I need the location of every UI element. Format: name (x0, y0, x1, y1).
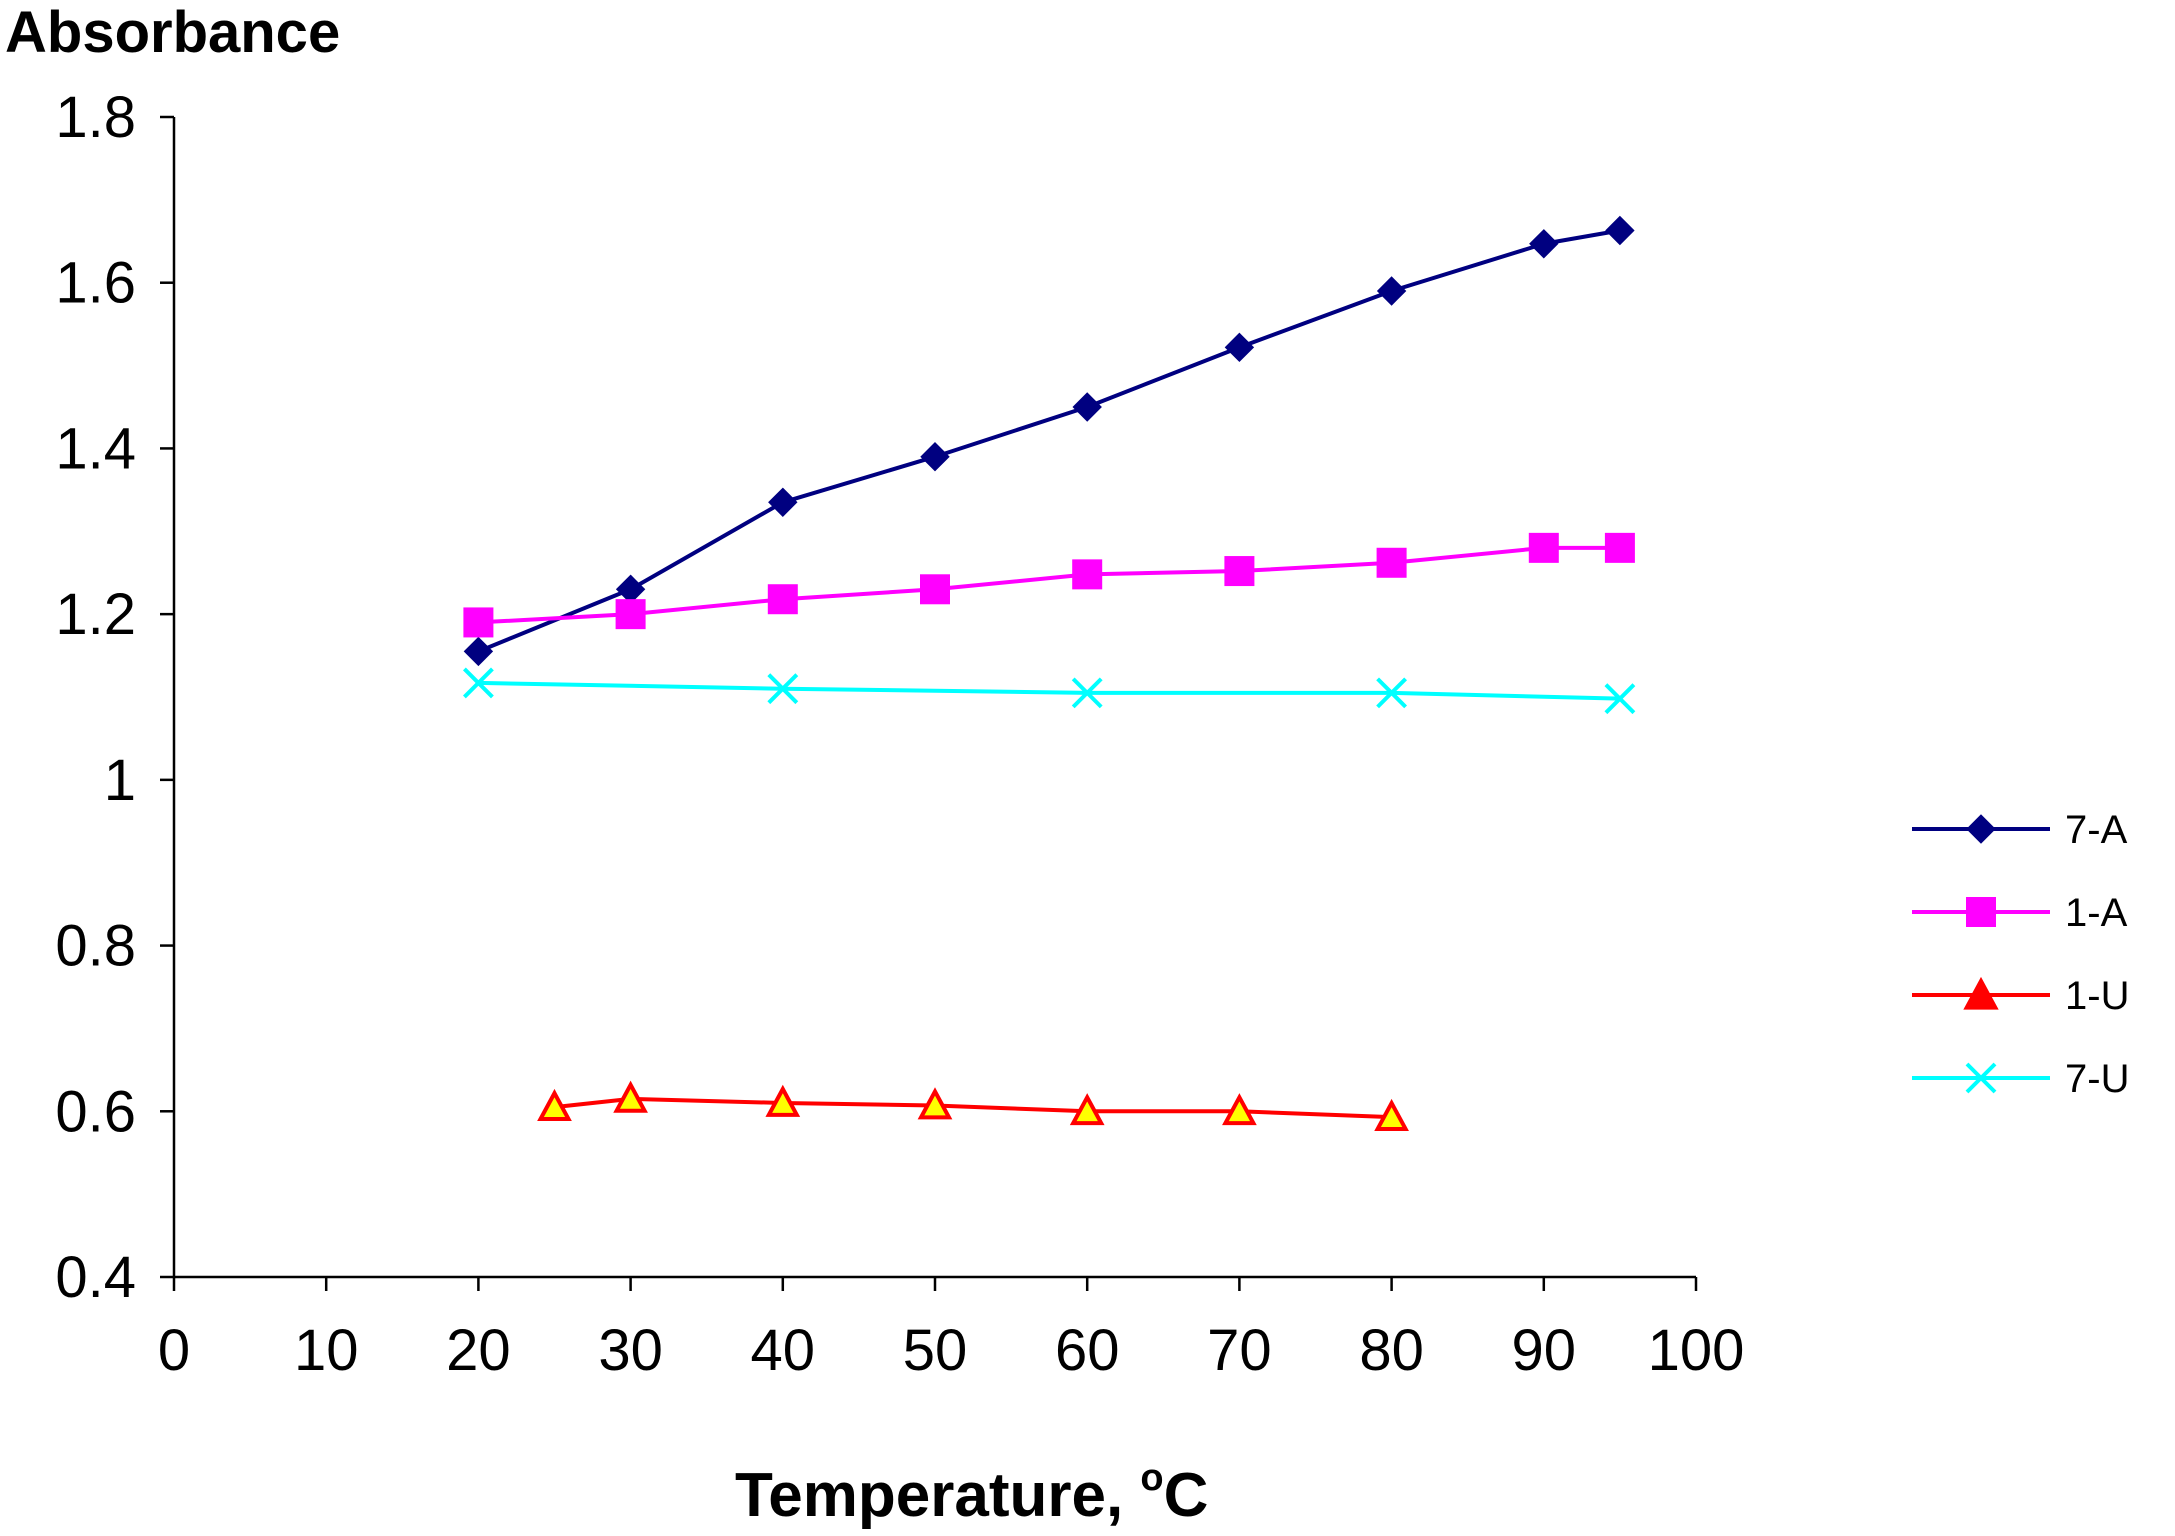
x-marker-stroke (1071, 677, 1103, 709)
legend-label: 1-U (2065, 974, 2129, 1018)
x-tick-label: 0 (158, 1318, 190, 1383)
series-1-A (463, 532, 1635, 638)
x-tick-label: 80 (1359, 1318, 1424, 1383)
data-point-1-A (1604, 532, 1635, 563)
y-tick-label: 1.4 (55, 416, 136, 481)
legend-marker (1963, 976, 1999, 1010)
x-tick-label: 20 (446, 1318, 511, 1383)
data-point-1-U (537, 1088, 572, 1122)
legend-item-7-U: 7-U (1912, 1057, 2129, 1101)
legend-item-1-A: 1-A (1912, 891, 2128, 935)
x-tick-label: 100 (1648, 1318, 1745, 1383)
x-axis-title-unit: C (1164, 1461, 1209, 1530)
data-point-7-A (1072, 392, 1102, 422)
data-point-7-U (1604, 683, 1636, 715)
data-point-1-U (613, 1080, 648, 1113)
x-tick-label: 50 (903, 1318, 968, 1383)
data-point-1-A (463, 607, 494, 638)
data-point-7-A (463, 636, 494, 667)
legend-marker (1966, 814, 1996, 844)
legend-item-7-A: 7-A (1912, 808, 2128, 852)
data-point-7-U (1071, 677, 1103, 709)
data-point-1-A (615, 599, 646, 630)
y-tick-label: 1.8 (55, 85, 136, 150)
axes (160, 115, 1698, 1291)
x-axis-title-degree: o (1140, 1457, 1163, 1499)
x-tick-label: 60 (1055, 1318, 1120, 1383)
series-line-1-A (478, 545, 1620, 625)
y-tick-label: 0.4 (55, 1245, 136, 1310)
data-point-1-U (917, 1087, 953, 1120)
data-point-7-A (768, 487, 798, 517)
series-line-7-U (478, 680, 1620, 701)
x-axis-title: Temperature, oC (735, 1457, 1208, 1530)
x-tick-label: 90 (1512, 1318, 1577, 1383)
x-marker-stroke (462, 667, 494, 699)
legend-marker (1966, 897, 1996, 927)
data-point-7-A (1605, 215, 1635, 246)
data-point-1-U (1222, 1093, 1257, 1126)
data-point-7-A (615, 574, 646, 604)
y-tick-label: 1 (104, 748, 136, 813)
y-tick-label: 1.2 (55, 582, 136, 647)
y-axis-title: Absorbance (5, 0, 340, 65)
x-tick-label: 40 (751, 1318, 816, 1383)
data-point-1-A (1376, 547, 1407, 578)
legend-label: 7-U (2065, 1057, 2129, 1101)
data-point-1-A (767, 584, 798, 615)
data-point-7-U (1376, 677, 1408, 709)
series-7-U (462, 667, 1636, 715)
series-line-1-U (554, 1096, 1392, 1120)
data-point-1-A (1528, 532, 1559, 563)
y-tick-label: 0.8 (55, 914, 136, 979)
x-marker-stroke (1604, 683, 1636, 715)
data-point-1-A (1072, 559, 1103, 590)
data-point-7-A (1224, 332, 1255, 363)
legend-marker (1965, 1062, 1997, 1094)
y-tick-labels: 0.4 0.6 0.8 1 1.2 1.4 1.6 1.8 (55, 85, 136, 1310)
data-point-1-U (1374, 1098, 1409, 1131)
data-point-7-U (462, 667, 494, 699)
x-tick-labels: 0 10 20 30 40 50 60 70 80 90 100 (158, 1318, 1745, 1383)
legend-label: 7-A (2065, 808, 2128, 852)
x-marker-stroke (1965, 1062, 1997, 1094)
data-point-7-A (1529, 229, 1559, 259)
data-point-1-U (1069, 1093, 1105, 1126)
x-axis-title-main: Temperature, (735, 1461, 1140, 1530)
series-group (462, 215, 1636, 1131)
x-tick-label: 70 (1207, 1318, 1272, 1383)
data-point-7-A (1376, 276, 1407, 306)
legend: 7-A 1-A 1-U 7-U (1912, 808, 2129, 1101)
x-tick-label: 10 (294, 1318, 359, 1383)
x-tick-label: 30 (598, 1318, 663, 1383)
legend-item-1-U: 1-U (1912, 974, 2129, 1018)
data-point-7-U (767, 673, 799, 705)
y-tick-label: 1.6 (55, 251, 136, 316)
data-point-1-A (1224, 556, 1255, 587)
data-point-7-A (920, 442, 950, 472)
legend-label: 1-A (2065, 891, 2128, 935)
series-line-7-A (477, 228, 1621, 654)
x-marker-stroke (767, 673, 799, 705)
data-point-1-U (765, 1084, 801, 1117)
x-marker-stroke (1376, 677, 1408, 709)
series-7-A (463, 215, 1635, 667)
series-1-U (537, 1080, 1409, 1131)
y-tick-label: 0.6 (55, 1079, 136, 1144)
data-point-1-A (920, 574, 950, 605)
